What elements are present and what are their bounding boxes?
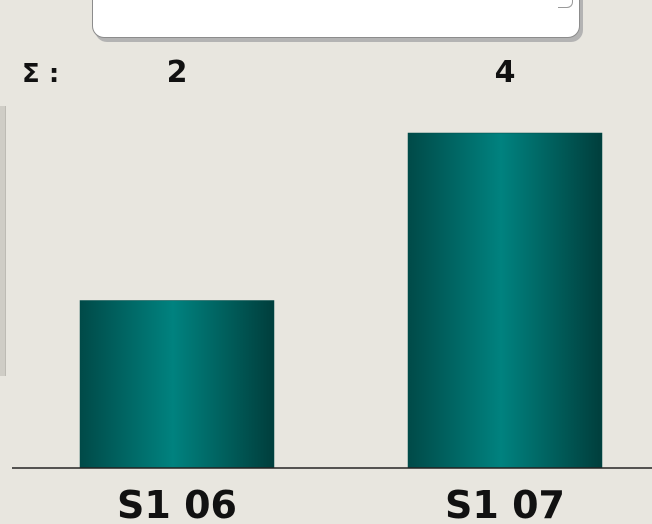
bar-s1-07 [407, 132, 603, 469]
bars-layer: 2 S1 06 4 S1 07 [79, 55, 603, 524]
bar-s1-06 [79, 300, 275, 469]
top-panel [92, 0, 580, 38]
value-label: 4 [495, 55, 516, 90]
value-label: 2 [167, 55, 188, 90]
left-edge-strip [0, 106, 6, 376]
sum-label: Σ : [22, 59, 59, 89]
panel-corner-fragment [558, 0, 573, 8]
category-label: S1 07 [445, 483, 565, 524]
category-label: S1 06 [117, 483, 237, 524]
